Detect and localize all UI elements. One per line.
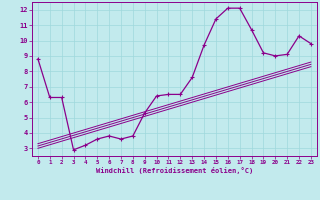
X-axis label: Windchill (Refroidissement éolien,°C): Windchill (Refroidissement éolien,°C): [96, 167, 253, 174]
